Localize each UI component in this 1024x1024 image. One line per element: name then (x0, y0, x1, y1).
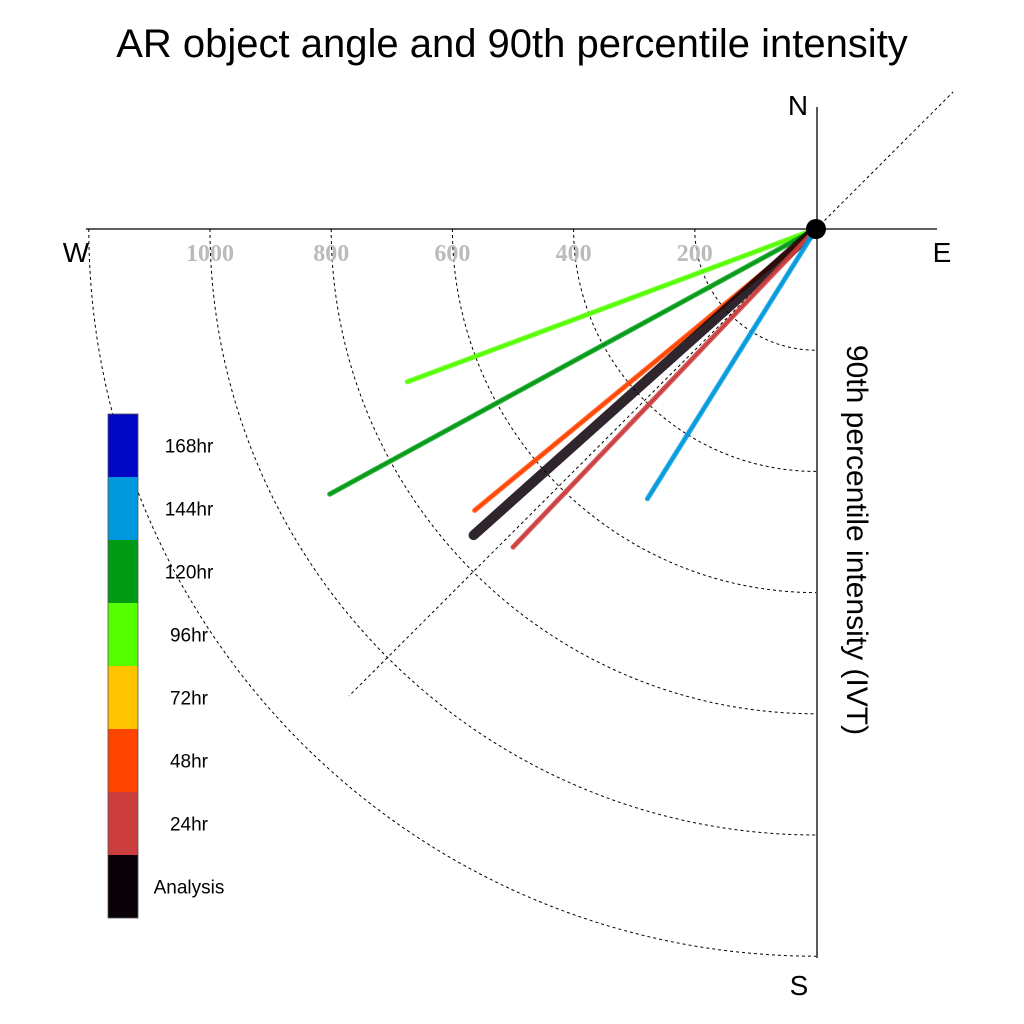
legend-swatch-168hr (108, 414, 138, 477)
compass-west: W (63, 237, 90, 268)
intensity-rings (88, 228, 817, 957)
y-axis-label: 90th percentile intensity (IVT) (840, 345, 873, 735)
legend-frame (107, 413, 139, 919)
vector-144hr (646, 228, 817, 500)
axes (86, 107, 937, 958)
legend-swatch-144hr (108, 477, 138, 540)
intensity-ring-1000 (209, 228, 817, 836)
ring-label-400: 400 (556, 241, 592, 267)
reference-lines (348, 91, 954, 697)
legend-swatch-96hr (108, 603, 138, 666)
ring-label-800: 800 (313, 241, 349, 267)
intensity-ring-1200 (88, 228, 817, 957)
vector-analysis-outline (468, 224, 821, 541)
intensity-ring-800 (330, 228, 817, 715)
vector-96hr (406, 228, 817, 383)
ring-label-600: 600 (434, 241, 470, 267)
legend-label-144hr: 144hr (165, 500, 214, 521)
reference-line-ne (815, 91, 954, 230)
intensity-ring-400 (573, 228, 817, 472)
intensity-ring-600 (451, 228, 817, 594)
ring-labels: 1000 800 600 400 200 (186, 241, 713, 267)
ring-label-200: 200 (677, 241, 713, 267)
intensity-ring-200 (694, 228, 817, 351)
legend: 168hr 144hr 120hr 96hr 72hr 48hr 24hr Analysis (107, 413, 225, 919)
legend-swatch-analysis (108, 855, 138, 918)
legend-label-48hr: 48hr (170, 752, 209, 773)
legend-label-24hr: 24hr (170, 815, 209, 836)
chart-title: AR object angle and 90th percentile inte… (116, 22, 908, 66)
vector-120hr (328, 228, 817, 496)
legend-label-120hr: 120hr (165, 563, 214, 584)
legend-swatch-24hr (108, 792, 138, 855)
compass-north: N (788, 90, 808, 121)
forecast-vectors (327, 224, 821, 550)
vector-24hr (512, 228, 817, 549)
legend-label-72hr: 72hr (170, 689, 209, 710)
reference-line-sw (348, 228, 817, 697)
compass-east: E (933, 237, 952, 268)
ring-label-1000: 1000 (186, 241, 234, 267)
legend-swatch-72hr (108, 666, 138, 729)
legend-swatch-48hr (108, 729, 138, 792)
legend-swatch-120hr (108, 540, 138, 603)
legend-label-96hr: 96hr (170, 626, 209, 647)
legend-label-168hr: 168hr (165, 437, 214, 458)
origin-marker (806, 219, 826, 239)
compass-south: S (790, 970, 809, 1001)
legend-label-analysis: Analysis (154, 878, 225, 899)
